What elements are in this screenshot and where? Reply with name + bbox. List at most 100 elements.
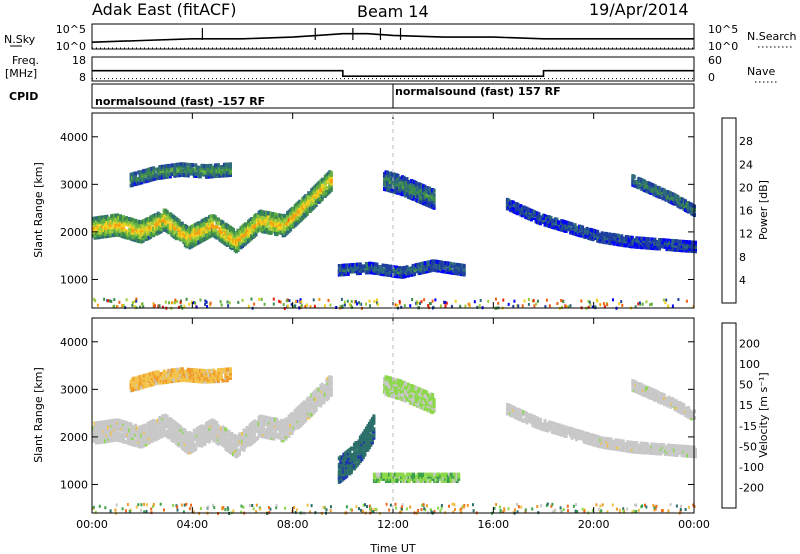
near-range-cell (375, 298, 378, 302)
scatter-cell (455, 479, 459, 483)
scatter-cell (676, 195, 680, 199)
near-range-cell (396, 304, 399, 307)
near-range-cell (565, 305, 568, 308)
scatter-cell (238, 451, 241, 456)
near-range-cell (450, 304, 453, 308)
scatter-cell (573, 223, 577, 228)
scatter-cell (98, 220, 101, 225)
near-range-cell (606, 303, 609, 307)
scatter-cell (159, 425, 163, 430)
scatter-cell (317, 398, 321, 403)
scatter-cell (107, 436, 110, 441)
scatter-cell (135, 428, 139, 433)
scatter-cell (317, 193, 321, 198)
scatter-cell (198, 429, 202, 434)
scatter-cell (403, 474, 406, 479)
near-range-cell (157, 304, 160, 308)
scatter-cell (635, 236, 639, 241)
scatter-cell (372, 420, 376, 425)
scatter-cell (407, 387, 410, 391)
scatter-cell (666, 247, 670, 252)
beam-label: Beam 14 (357, 2, 429, 21)
scatter-cell (257, 214, 261, 219)
power-colorbar-tick: 8 (739, 251, 746, 264)
scatter-cell (280, 213, 284, 218)
near-range-cell (188, 302, 191, 306)
scatter-cell (405, 177, 409, 182)
power-colorbar-label: Power [dB] (757, 180, 770, 240)
scatter-cell (242, 447, 246, 452)
scatter-cell (222, 167, 226, 171)
scatter-cell (144, 379, 148, 384)
scatter-cell (162, 369, 166, 374)
near-range-cell (427, 304, 430, 308)
near-range-cell (103, 297, 106, 301)
scatter-cell (346, 271, 350, 276)
scatter-cell (421, 472, 425, 477)
scatter-cell (511, 200, 515, 205)
scatter-cell (165, 371, 169, 376)
scatter-cell (195, 439, 199, 444)
scatter-cell (414, 183, 418, 188)
near-range-cell (444, 304, 447, 308)
scatter-cell (346, 457, 350, 462)
scatter-cell (183, 428, 187, 433)
scatter-cell (658, 195, 662, 199)
scatter-cell (107, 421, 110, 426)
scatter-cell (320, 184, 324, 189)
near-range-cell (353, 300, 356, 304)
scatter-cell (428, 479, 432, 483)
scatter-cell (227, 237, 231, 242)
near-range-cell (309, 305, 312, 309)
scatter-cell (372, 418, 376, 423)
near-range-cell (548, 304, 551, 308)
scatter-cell (265, 415, 269, 420)
scatter-cell (432, 192, 436, 197)
scatter-cell (135, 236, 139, 241)
near-range-cell (649, 303, 652, 307)
near-range-cell (398, 301, 401, 305)
near-range-cell (300, 300, 303, 304)
scatter-cell (227, 235, 231, 240)
near-range-cell (139, 305, 142, 309)
scatter-cell (457, 474, 461, 479)
scatter-cell (180, 221, 184, 226)
scatter-cell (317, 195, 321, 200)
scatter-cell (212, 425, 216, 430)
scatter-cell (113, 438, 117, 442)
scatter-cell (395, 265, 398, 270)
scatter-cell (452, 262, 456, 267)
scatter-cell (381, 263, 385, 268)
scatter-cell (348, 460, 352, 465)
scatter-cell (648, 241, 652, 246)
near-range-cell (288, 299, 291, 303)
scatter-cell (329, 375, 333, 380)
scatter-cell (195, 172, 199, 176)
scatter-cell (395, 389, 398, 393)
scatter-cell (147, 220, 151, 225)
scatter-cell (149, 234, 153, 239)
scatter-cell (165, 218, 169, 223)
power-colorbar-tick: 16 (739, 205, 753, 218)
near-range-cell (152, 302, 155, 306)
scatter-cell (227, 173, 231, 178)
near-range-cell (343, 300, 346, 304)
scatter-cell (348, 450, 352, 454)
scatter-cell (287, 433, 291, 438)
scatter-cell (329, 183, 333, 188)
scatter-cell (682, 239, 685, 244)
scatter-cell (206, 168, 210, 173)
scatter-cell (375, 472, 379, 477)
scatter-cell (195, 230, 199, 235)
scatter-cell (384, 178, 388, 183)
scatter-cell (173, 226, 177, 231)
scatter-cell (375, 271, 379, 276)
scatter-cell (218, 173, 222, 178)
scatter-cell (135, 223, 139, 228)
near-range-cell (637, 302, 640, 306)
scatter-cell (230, 449, 234, 453)
scatter-cell (168, 174, 172, 179)
near-range-cell (228, 301, 231, 305)
scatter-cell (165, 164, 169, 169)
scatter-cell (576, 230, 580, 235)
